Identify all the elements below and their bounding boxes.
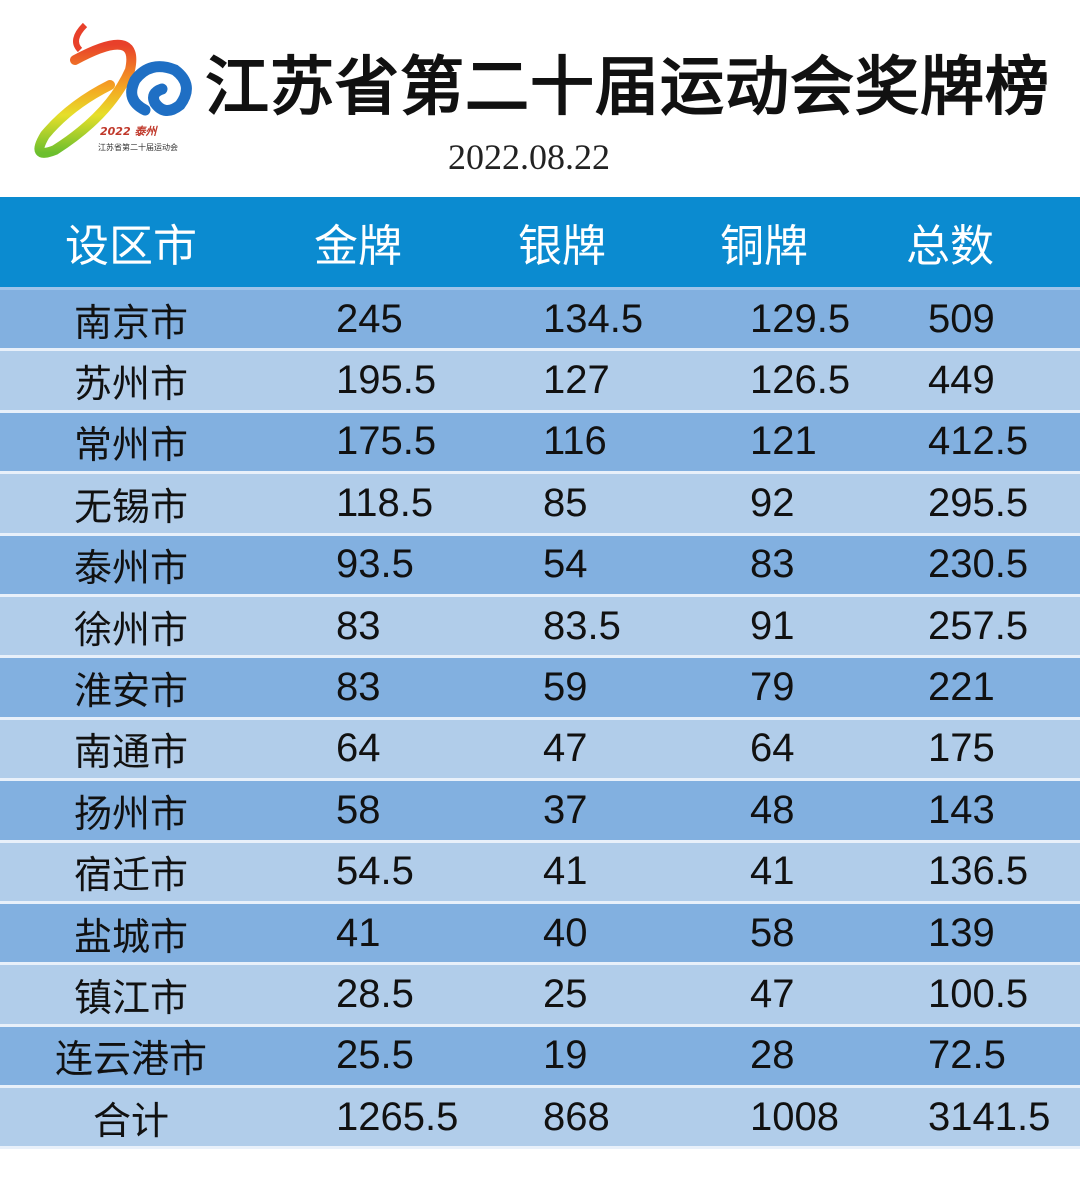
cell-silver: 40: [543, 910, 588, 955]
table-header: 设区市 金牌 银牌 铜牌 总数: [0, 197, 1080, 290]
cell-gold: 41: [336, 910, 381, 955]
cell-gold: 175.5: [336, 419, 437, 464]
cell-gold: 25.5: [336, 1033, 414, 1078]
cell-total: 136.5: [928, 849, 1029, 894]
cell-bronze: 58: [750, 910, 795, 955]
cell-total: 100.5: [928, 971, 1029, 1016]
cell-city: 常州市: [73, 423, 188, 468]
table-row: 泰州市 93.5 54 83 230.5: [0, 535, 1080, 597]
cell-city: 徐州市: [73, 607, 188, 652]
cell-gold: 93.5: [336, 542, 414, 587]
cell-city: 合计: [92, 1098, 169, 1143]
cell-city: 苏州市: [73, 362, 188, 407]
table-row: 宿迁市 54.5 41 41 136.5: [0, 842, 1080, 904]
cell-silver: 25: [543, 971, 588, 1016]
table-row: 徐州市 83 83.5 91 257.5: [0, 596, 1080, 659]
cell-total: 230.5: [928, 542, 1029, 587]
cell-silver: 127: [543, 358, 610, 403]
svg-text:江苏省第二十届运动会: 江苏省第二十届运动会: [98, 142, 178, 152]
total-row: 合计 1265.5 868 1008 3141.5: [0, 1088, 1080, 1150]
cell-total: 72.5: [928, 1033, 1006, 1078]
table-row: 镇江市 28.5 25 47 100.5: [0, 965, 1080, 1027]
cell-gold: 64: [336, 726, 381, 771]
table-row: 淮安市 83 59 79 221: [0, 658, 1080, 720]
cell-silver: 59: [543, 665, 588, 710]
date-label: 2022.08.22: [448, 137, 610, 177]
cell-bronze: 64: [750, 726, 795, 771]
table-row: 连云港市 25.5 19 28 72.5: [0, 1026, 1080, 1089]
cell-silver: 47: [543, 726, 588, 771]
cell-gold: 28.5: [336, 971, 414, 1016]
svg-text:2022 泰州: 2022 泰州: [100, 125, 158, 138]
cell-gold: 1265.5: [336, 1094, 459, 1139]
cell-total: 221: [928, 665, 995, 710]
cell-total: 449: [928, 358, 995, 403]
table-row: 扬州市 58 37 48 143: [0, 781, 1080, 843]
cell-gold: 118.5: [336, 480, 434, 525]
cell-city: 宿迁市: [73, 853, 188, 898]
cell-silver: 83.5: [543, 603, 621, 648]
cell-silver: 41: [543, 849, 588, 894]
cell-city: 南通市: [73, 730, 188, 775]
cell-bronze: 92: [750, 480, 795, 525]
cell-gold: 58: [336, 787, 381, 832]
cell-total: 295.5: [928, 480, 1029, 525]
table-row: 盐城市 41 40 58 139: [0, 903, 1080, 966]
cell-bronze: 47: [750, 971, 795, 1016]
cell-bronze: 121: [750, 419, 817, 464]
cell-total: 257.5: [928, 603, 1029, 648]
cell-silver: 37: [543, 787, 588, 832]
page-title: 江苏省第二十届运动会奖牌榜: [205, 51, 1050, 125]
column-header-gold: 金牌: [314, 221, 402, 272]
cell-gold: 54.5: [336, 849, 414, 894]
table-row: 南通市 64 47 64 175: [0, 719, 1080, 782]
cell-city: 泰州市: [73, 546, 188, 591]
cell-total: 412.5: [928, 419, 1029, 464]
cell-gold: 83: [336, 665, 381, 710]
cell-bronze: 28: [750, 1033, 795, 1078]
table-row: 苏州市 195.5 127 126.5 449: [0, 351, 1080, 413]
cell-bronze: 1008: [750, 1094, 839, 1139]
table-row: 无锡市 118.5 85 92 295.5: [0, 474, 1080, 536]
cell-silver: 134.5: [543, 296, 644, 341]
cell-city: 镇江市: [73, 975, 188, 1020]
column-header-silver: 银牌: [518, 221, 606, 272]
cell-bronze: 126.5: [750, 358, 851, 403]
cell-total: 139: [928, 910, 995, 955]
cell-bronze: 48: [750, 787, 795, 832]
column-header-bronze: 铜牌: [720, 221, 808, 272]
cell-city: 无锡市: [73, 484, 188, 529]
cell-silver: 868: [543, 1094, 610, 1139]
cell-bronze: 79: [750, 665, 795, 710]
cell-gold: 83: [336, 603, 381, 648]
cell-total: 143: [928, 787, 995, 832]
cell-city: 连云港市: [54, 1037, 207, 1082]
cell-silver: 54: [543, 542, 588, 587]
cell-city: 淮安市: [73, 669, 188, 714]
cell-city: 扬州市: [73, 791, 188, 836]
column-header-total: 总数: [906, 221, 994, 272]
cell-total: 3141.5: [928, 1094, 1051, 1139]
cell-gold: 245: [336, 296, 403, 341]
cell-total: 175: [928, 726, 995, 771]
cell-bronze: 91: [750, 603, 795, 648]
cell-silver: 19: [543, 1033, 588, 1078]
cell-silver: 85: [543, 480, 588, 525]
cell-bronze: 129.5: [750, 296, 851, 341]
cell-silver: 116: [543, 419, 607, 464]
cell-bronze: 83: [750, 542, 795, 587]
cell-city: 盐城市: [73, 914, 188, 959]
column-header-city: 设区市: [65, 221, 197, 272]
games-logo: 2022 泰州 江苏省第二十届运动会: [34, 22, 192, 158]
medal-table: 设区市 金牌 银牌 铜牌 总数 南京市 245 134.5 129.5 509 苏州市 19…: [0, 197, 1080, 1150]
table-row: 南京市 245 134.5 129.5 509: [0, 290, 1080, 352]
table-row: 常州市 175.5 116 121 412.5: [0, 412, 1080, 475]
cell-bronze: 41: [750, 849, 795, 894]
cell-city: 南京市: [73, 300, 188, 345]
cell-total: 509: [928, 296, 995, 341]
cell-gold: 195.5: [336, 358, 437, 403]
